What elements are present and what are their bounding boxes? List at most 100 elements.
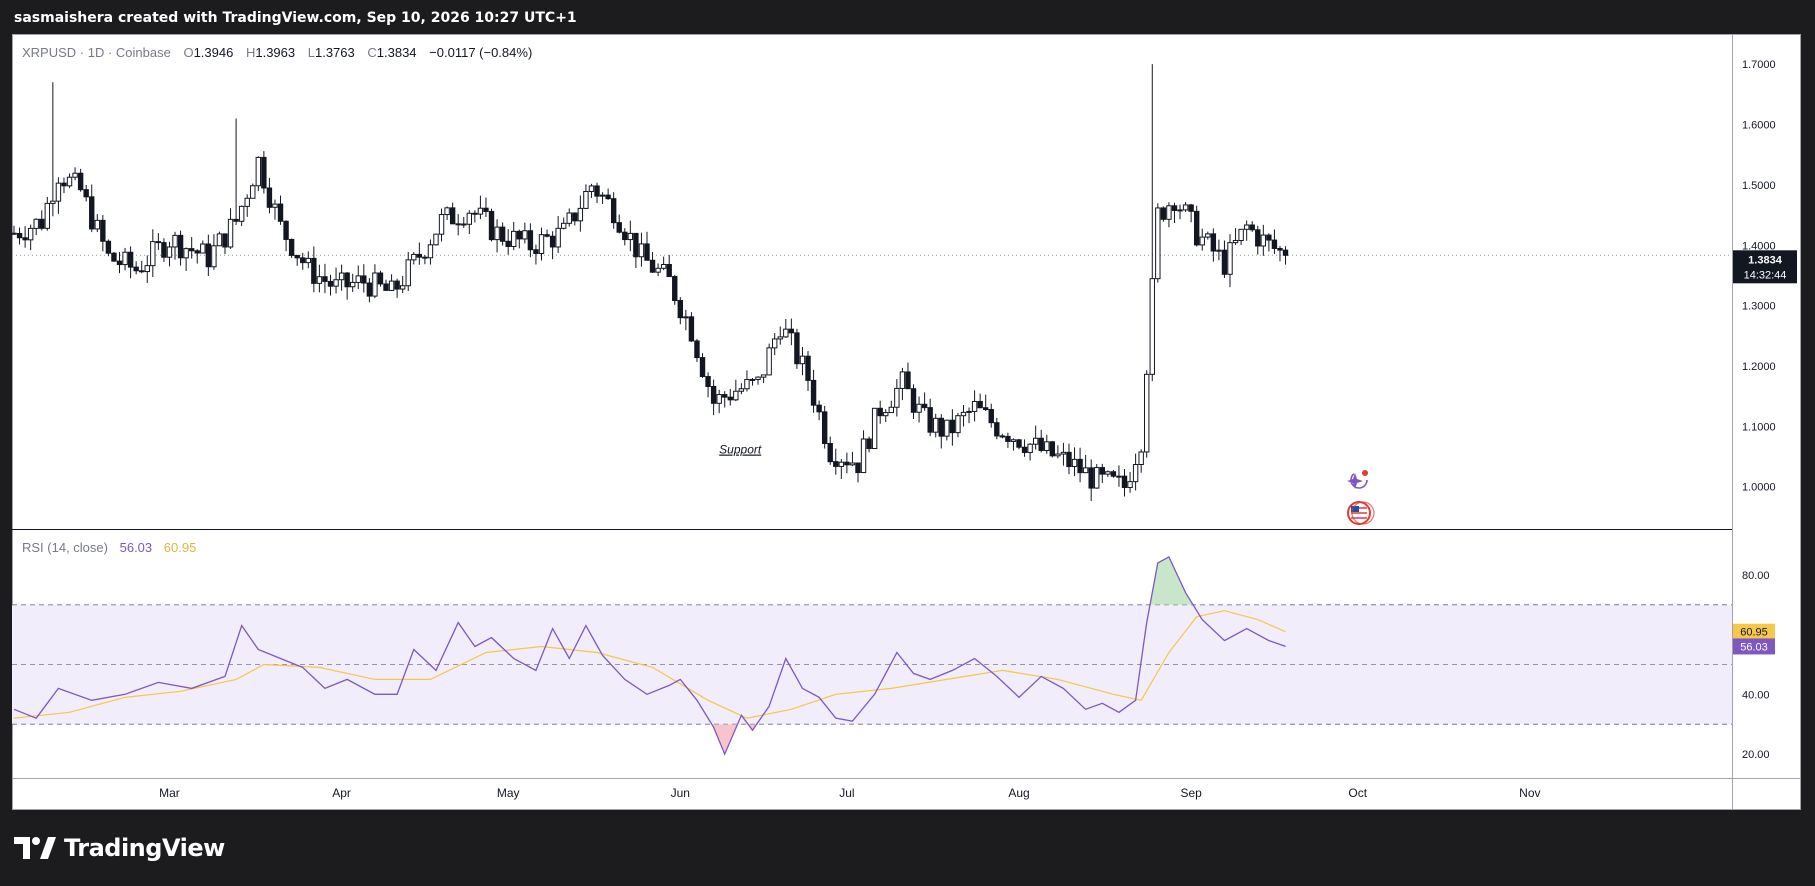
candle	[694, 338, 700, 362]
candle-body	[644, 243, 650, 261]
candle	[1044, 434, 1050, 454]
rsi-title[interactable]: RSI (14, close)	[22, 540, 108, 555]
candle	[1221, 240, 1228, 278]
candle	[1060, 442, 1067, 466]
candle	[294, 254, 300, 266]
candle-body	[16, 232, 23, 239]
footer-brand[interactable]: TradingView	[14, 828, 225, 868]
candle	[866, 436, 872, 453]
candle	[638, 232, 645, 267]
candle-body	[39, 218, 45, 229]
candle	[771, 333, 778, 356]
candle	[449, 202, 456, 225]
candle	[688, 312, 695, 343]
candle	[838, 459, 845, 480]
candle	[544, 229, 550, 238]
time-axis: Mar Apr May Jun Jul Aug Sep Oct Nov	[159, 786, 1540, 800]
candle	[1077, 447, 1083, 483]
candle-body	[1049, 441, 1056, 457]
top-bar: sasmaishera created with TradingView.com…	[0, 0, 1815, 34]
open-value: 1.3946	[194, 45, 234, 60]
candle	[666, 255, 672, 278]
candle	[244, 194, 250, 217]
candle-body	[111, 252, 117, 262]
candle-body	[544, 234, 550, 237]
candle-body	[794, 332, 800, 365]
price-tick-label: 1.2000	[1742, 361, 1776, 373]
candle-body	[1221, 249, 1228, 275]
candle-body	[555, 227, 561, 248]
candle	[1105, 470, 1111, 477]
candle	[849, 451, 856, 467]
candle-body	[766, 347, 772, 376]
candle-body	[522, 230, 528, 240]
candle-body	[44, 202, 51, 229]
us-flag-event-icon[interactable]	[1347, 501, 1375, 525]
candle	[927, 398, 933, 437]
candle	[938, 414, 944, 449]
candle-body	[821, 411, 828, 445]
candle	[627, 220, 634, 252]
candle-body	[1155, 207, 1161, 280]
candle-body	[316, 276, 323, 284]
ma-badge-box	[1733, 623, 1775, 640]
candle	[344, 272, 350, 300]
candle-body	[1127, 481, 1133, 489]
candle-body	[1199, 236, 1205, 246]
candle-body	[838, 461, 845, 467]
candle	[966, 407, 972, 424]
candle	[660, 256, 667, 271]
candle	[111, 252, 117, 262]
candle-body	[1060, 451, 1067, 455]
candle	[61, 177, 67, 194]
candle	[755, 376, 761, 385]
price-tick-label: 1.1000	[1742, 421, 1776, 433]
close-value: 1.3834	[377, 45, 417, 60]
candle	[11, 225, 17, 236]
candle	[1205, 231, 1211, 240]
sparkle-icon	[1347, 473, 1363, 489]
candle	[555, 216, 561, 253]
candle	[955, 412, 961, 438]
candle-body	[1082, 467, 1089, 474]
candle	[749, 378, 756, 386]
support-annotation[interactable]: Support	[719, 443, 762, 457]
sparkle-event-icon[interactable]	[1347, 470, 1368, 489]
candle	[549, 231, 556, 260]
candle	[1027, 443, 1033, 461]
chart-svg[interactable]: 1.7000 1.6000 1.5000 1.4000 1.3000 1.2000 1.10…	[11, 34, 1801, 810]
candle-body	[1010, 439, 1017, 442]
candle	[871, 407, 878, 450]
candle-body	[433, 233, 439, 246]
candle-body	[677, 299, 684, 319]
candle-body	[227, 218, 234, 248]
candle-body	[144, 265, 150, 273]
candle-body	[788, 328, 795, 334]
candle-body	[288, 238, 295, 256]
candle	[1238, 228, 1244, 246]
candle-body	[1171, 205, 1178, 211]
candle	[305, 251, 311, 269]
candle-body	[405, 259, 411, 287]
candle-body	[1005, 435, 1011, 442]
candle-body	[916, 403, 922, 413]
candle	[699, 353, 706, 378]
candle	[272, 199, 278, 220]
candle-body	[422, 256, 428, 259]
candle	[166, 241, 173, 267]
time-tick-label: Apr	[332, 786, 351, 800]
candle-body	[72, 172, 78, 178]
candle	[66, 173, 73, 189]
last-price-badge: 1.3834 14:32:44	[1733, 250, 1797, 284]
candle	[1132, 453, 1139, 491]
candle-body	[100, 219, 106, 242]
candle-body	[605, 194, 611, 200]
close-label: C	[367, 45, 376, 60]
candle-body	[1227, 242, 1233, 275]
candle-body	[1282, 249, 1289, 256]
candle-body	[733, 390, 739, 401]
candle-body	[505, 240, 511, 247]
candle	[94, 214, 100, 233]
candle	[127, 246, 134, 279]
symbol-info[interactable]: XRPUSD · 1D · Coinbase	[22, 45, 171, 60]
